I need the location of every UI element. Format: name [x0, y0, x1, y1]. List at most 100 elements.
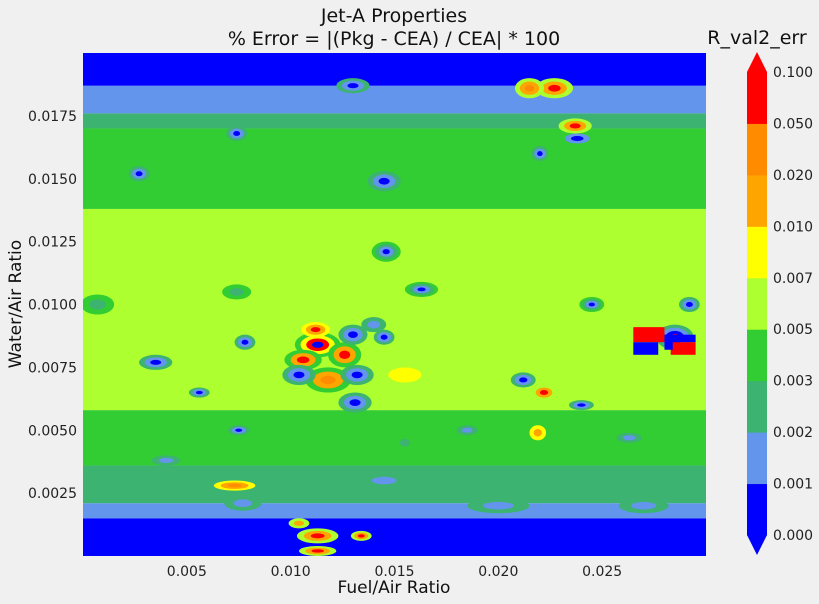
contour-band-3 — [83, 410, 706, 466]
contour-level-region — [569, 123, 581, 129]
contour-level-region — [150, 359, 162, 365]
colorbar-tick-label: 0.100 — [773, 65, 813, 81]
contour-feature-21 — [288, 518, 310, 529]
contour-level-region — [310, 327, 321, 333]
colorbar-segment-2 — [747, 380, 767, 433]
contour-level-region — [195, 390, 203, 395]
colorbar-tick-label: 0.002 — [773, 425, 813, 441]
contour-band-6 — [83, 113, 706, 129]
contour-feature-38 — [367, 171, 401, 192]
contour-level-region — [349, 399, 361, 406]
contour-band-7 — [83, 85, 706, 114]
contour-level-region — [388, 367, 422, 383]
contour-level-region — [311, 341, 324, 348]
colorbar-segment-1 — [747, 432, 767, 485]
x-tick-label: 0.010 — [271, 564, 311, 580]
contour-level-region — [347, 83, 359, 89]
contour-level-region — [378, 177, 390, 185]
colorbar-tick-label: 0.001 — [773, 477, 813, 493]
contour-feature-39 — [226, 125, 248, 142]
y-tick-label: 0.0075 — [28, 360, 77, 376]
contour-level-region — [533, 428, 542, 437]
contour-feature-7 — [338, 392, 372, 413]
contour-patch-3 — [633, 342, 659, 355]
contour-feature-32 — [234, 334, 256, 350]
contour-feature-47 — [616, 432, 642, 443]
x-axis-ticks: 0.005 0.010 0.015 0.020 0.025 — [167, 564, 622, 580]
colorbar-segment-6 — [747, 174, 767, 227]
contour-level-region — [399, 439, 411, 447]
contour-level-region — [537, 151, 543, 157]
contour-level-region — [382, 249, 390, 255]
contour-level-region — [571, 135, 584, 142]
contour-feature-22 — [224, 495, 262, 511]
contour-level-region — [227, 483, 242, 488]
x-tick-label: 0.020 — [478, 564, 518, 580]
x-tick-label: 0.015 — [374, 564, 414, 580]
contour-level-region — [233, 130, 241, 136]
contour-level-region — [351, 371, 363, 379]
contour-feature-9 — [535, 78, 574, 99]
colorbar-extend-max — [747, 52, 767, 72]
x-tick-label: 0.025 — [582, 564, 622, 580]
contour-feature-28 — [83, 294, 115, 315]
contour-feature-16 — [568, 400, 594, 411]
contour-level-region — [417, 287, 426, 292]
contour-level-region — [371, 476, 397, 485]
contour-level-region — [588, 302, 595, 307]
contour-level-region — [539, 390, 549, 396]
x-tick-label: 0.005 — [167, 564, 207, 580]
contour-level-region — [548, 84, 561, 92]
contour-feature-35 — [388, 367, 422, 383]
contour-feature-12 — [564, 133, 590, 144]
contour-feature-25 — [359, 473, 410, 489]
contour-feature-37 — [404, 281, 439, 297]
colorbar-extend-min — [747, 535, 767, 555]
contour-feature-27 — [679, 296, 700, 313]
contour-level-region — [519, 377, 528, 383]
contour-level-region — [89, 299, 106, 310]
contour-feature-5 — [282, 364, 316, 385]
contour-level-region — [482, 501, 514, 510]
contour-level-region — [235, 428, 243, 432]
colorbar-segment-0 — [747, 483, 767, 536]
contour-level-region — [233, 499, 253, 507]
contour-level-region — [461, 427, 473, 433]
contour-band-5 — [83, 128, 706, 209]
colorbar-tick-label: 0.007 — [773, 271, 813, 287]
contour-level-region — [296, 356, 310, 364]
contour-feature-45 — [228, 425, 250, 436]
x-axis-label: Fuel/Air Ratio — [338, 578, 451, 598]
contour-level-region — [524, 84, 535, 92]
chart-title: Jet-A Properties — [320, 5, 467, 27]
colorbar-tick-label: 0.003 — [773, 374, 813, 390]
contour-feature-34 — [361, 317, 387, 333]
contour-feature-30 — [222, 284, 252, 300]
contour-feature-8 — [301, 322, 331, 338]
y-axis-label: Water/Air Ratio — [6, 240, 26, 368]
contour-level-region — [622, 435, 636, 441]
contour-level-region — [339, 350, 351, 359]
colorbar-segment-8 — [747, 72, 767, 124]
contour-feature-17 — [213, 480, 256, 491]
y-tick-label: 0.0100 — [28, 298, 77, 314]
colorbar-label: R_val2_err — [707, 27, 807, 49]
colorbar-segment-3 — [747, 329, 767, 382]
contour-feature-6 — [338, 324, 368, 345]
contour-feature-2 — [305, 367, 351, 393]
contour-level-region — [158, 457, 174, 463]
chart-subtitle: % Error = |(Pkg - CEA) / CEA| * 100 — [228, 28, 560, 50]
y-tick-label: 0.0150 — [28, 172, 77, 188]
contour-feature-29 — [139, 354, 173, 370]
colorbar-tick-label: 0.020 — [773, 168, 813, 184]
contour-level-region — [320, 375, 336, 385]
contour-feature-3 — [328, 342, 362, 368]
contour-band-1 — [83, 503, 706, 519]
contour-feature-31 — [373, 329, 395, 345]
contour-feature-41 — [336, 78, 370, 94]
contour-feature-1 — [284, 349, 322, 370]
contour-patch-2 — [670, 342, 696, 355]
colorbar-tick-label: 0.050 — [773, 116, 813, 132]
contour-feature-18 — [296, 528, 339, 544]
